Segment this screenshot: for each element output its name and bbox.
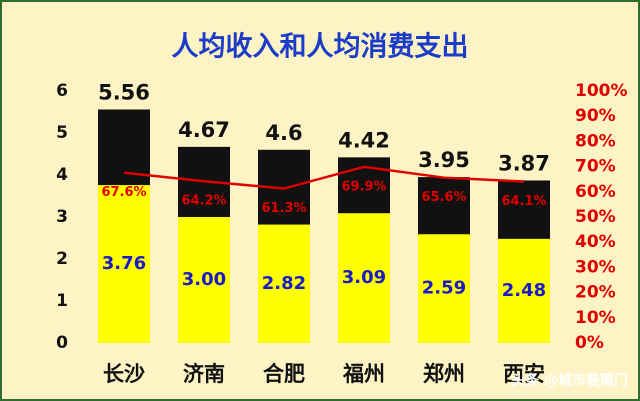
y2-tick-label: 60% <box>575 182 616 202</box>
bar <box>498 238 550 343</box>
x-tick-label: 郑州 <box>423 362 465 386</box>
chart-title: 人均收入和人均消费支出 <box>172 32 469 63</box>
bar <box>178 217 230 343</box>
data-label: 3.09 <box>342 267 386 288</box>
x-tick-label: 济南 <box>183 362 225 386</box>
data-label: 64.1% <box>501 194 546 209</box>
data-label: 2.59 <box>422 278 466 299</box>
y2-tick-label: 40% <box>575 232 616 252</box>
x-tick-label: 西安 <box>503 362 545 386</box>
line <box>123 165 525 190</box>
y-tick-label: 0 <box>56 333 68 353</box>
data-label: 3.00 <box>182 269 226 290</box>
y2-tick-label: 20% <box>575 283 616 303</box>
bar <box>418 234 470 343</box>
y2-tick-label: 50% <box>575 207 616 227</box>
data-label: 2.48 <box>502 280 546 301</box>
x-tick-label: 福州 <box>342 362 385 386</box>
bar <box>338 213 390 343</box>
data-label: 3.87 <box>498 151 550 175</box>
y2-tick-label: 70% <box>575 157 616 177</box>
y2-tick-label: 0% <box>575 333 604 353</box>
y-tick-label: 2 <box>56 249 68 269</box>
data-label: 4.6 <box>265 121 302 145</box>
data-label: 4.42 <box>338 128 390 152</box>
watermark: 头条 @城市晏照门 <box>511 372 628 389</box>
y2-tick-label: 30% <box>575 257 616 277</box>
y-tick-label: 6 <box>56 81 68 101</box>
bar <box>258 224 310 343</box>
y2-tick-label: 80% <box>575 131 616 151</box>
y2-tick-label: 100% <box>575 81 628 101</box>
y-tick-label: 3 <box>56 207 68 227</box>
data-label: 2.82 <box>262 273 306 294</box>
data-label: 3.95 <box>418 148 470 172</box>
bar <box>98 185 150 343</box>
data-label: 61.3% <box>261 201 306 216</box>
data-label: 69.9% <box>341 179 386 194</box>
y-tick-label: 4 <box>56 165 68 185</box>
data-label: 4.67 <box>178 118 230 142</box>
data-label: 3.76 <box>102 253 146 274</box>
y2-tick-label: 90% <box>575 106 616 126</box>
data-label: 67.6% <box>101 185 146 200</box>
y2-tick-label: 10% <box>575 308 616 328</box>
data-label: 65.6% <box>421 190 466 205</box>
y-tick-label: 5 <box>56 123 68 143</box>
y-tick-label: 1 <box>56 291 68 311</box>
data-label: 5.56 <box>98 80 150 104</box>
data-label: 64.2% <box>181 194 226 209</box>
x-tick-label: 合肥 <box>263 362 305 386</box>
x-tick-label: 长沙 <box>103 362 145 386</box>
